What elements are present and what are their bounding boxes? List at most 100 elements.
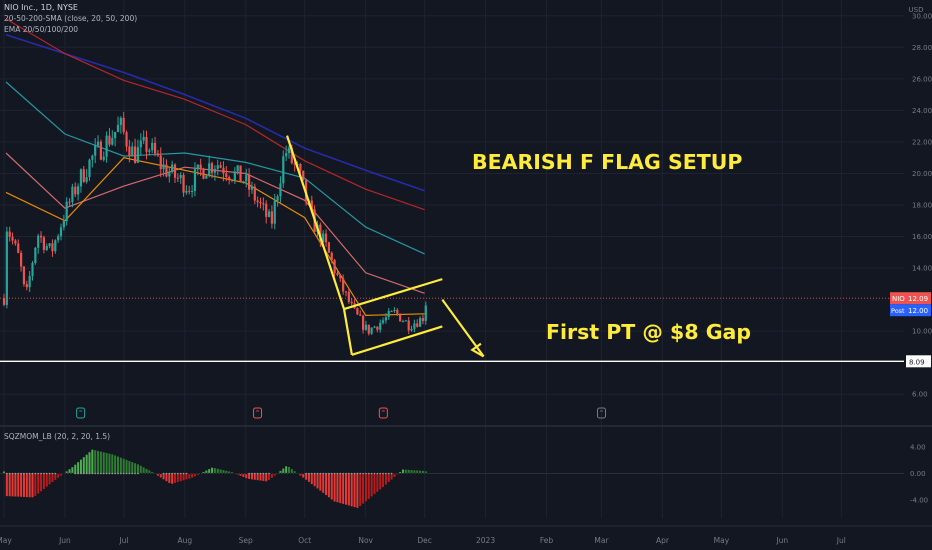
osc-bar-2 [8,473,11,497]
osc-tick-0: 4.00 [910,443,926,451]
earnings-marker-2[interactable] [378,407,388,419]
osc-bar-58 [168,473,171,483]
time-axis[interactable]: May Jun Jul Aug Sep Oct Nov Dec 2023 Feb Mar Apr May… [0,525,932,545]
squeeze-dot-39 [114,472,116,475]
osc-bar-119 [342,473,345,504]
osc-bar-22 [65,471,68,474]
candle-body-5 [17,243,20,253]
candle-body-147 [421,318,425,321]
squeeze-dot-128 [367,472,370,475]
squeeze-dot-136 [390,472,393,475]
osc-bar-31 [91,449,94,474]
squeeze-dot-97 [279,472,282,475]
candle-body-1 [5,231,8,305]
osc-bar-60 [173,473,176,483]
squeeze-dot-11 [34,472,37,475]
time-tick-9: Feb [540,536,554,545]
candle-body-14 [42,237,45,250]
squeeze-dot-121 [348,472,350,475]
osc-bar-76 [219,469,222,474]
osc-bar-20 [59,473,62,476]
squeeze-dot-117 [336,472,339,475]
candle-body-135 [387,311,390,318]
osc-bar-18 [54,473,57,480]
osc-bar-106 [305,473,308,480]
squeeze-dot-120 [345,472,347,475]
squeeze-dot-104 [299,472,302,475]
squeeze-dot-40 [117,472,119,475]
target-annotation[interactable]: First PT @ $8 Gap [546,320,751,344]
candle-body-104 [299,164,302,171]
post-badge-value: 12.00 [908,307,928,315]
squeeze-dot-52 [151,472,153,475]
osc-bar-73 [211,467,214,474]
candle-body-105 [302,170,305,180]
squeeze-dot-24 [71,472,74,475]
candle-body-134 [384,317,387,321]
squeeze-dot-28 [82,472,85,475]
candle-body-57 [165,164,168,177]
osc-bar-79 [228,471,231,474]
squeeze-dot-23 [68,472,71,475]
candle-body-79 [228,177,231,180]
osc-bar-15 [45,473,48,487]
earnings-marker-0[interactable] [76,407,86,419]
osc-bar-133 [382,473,385,488]
osc-bar-14 [42,473,45,489]
osc-bar-55 [159,473,162,478]
squeeze-dot-2 [8,472,11,475]
squeeze-dot-29 [85,472,88,475]
osc-bar-56 [162,473,165,480]
osc-bar-32 [94,450,97,474]
osc-bar-37 [108,453,111,474]
drawings[interactable] [285,135,485,358]
squeeze-dot-13 [40,472,42,475]
squeeze-dot-114 [328,472,330,475]
flag-bottom-line[interactable] [342,308,353,355]
squeeze-dot-109 [313,472,316,475]
squeeze-dot-0 [3,472,5,475]
osc-bar-98 [282,468,285,474]
earnings-markers[interactable] [76,407,607,419]
flagpole-line[interactable] [285,135,346,310]
osc-bar-57 [165,473,168,482]
target-arrow-head[interactable] [470,342,485,358]
candle-body-96 [276,196,279,201]
osc-bar-86 [248,473,251,479]
candle-body-58 [168,172,171,177]
ema-legend[interactable]: EMA 20/50/100/200 [4,25,79,34]
candle-body-3 [11,236,14,241]
time-tick-3: Aug [177,536,192,545]
squeeze-dot-135 [387,472,390,475]
flag-upper-line[interactable] [343,278,443,311]
candle-body-71 [205,175,208,179]
oscillator-legend[interactable]: SQZMOM_LB (20, 2, 20, 1.5) [4,432,111,441]
osc-bar-45 [131,462,134,474]
flag-lower-line[interactable] [351,325,443,356]
osc-bar-8 [25,473,28,498]
symbol-legend[interactable]: NIO Inc., 1D, NYSE [4,3,78,12]
squeeze-dot-50 [145,472,148,475]
candle-body-88 [253,186,256,201]
candle-body-29 [85,177,88,182]
candle-body-127 [364,324,368,330]
earnings-marker-3[interactable] [597,407,607,419]
candle-body-49 [142,136,145,141]
sma-legend[interactable]: 20-50-200-SMA (close, 20, 50, 200) [4,14,138,23]
candle-body-22 [65,201,68,222]
price-tick-1: 28.00 [912,44,932,52]
earnings-marker-1[interactable] [253,407,263,419]
candle-body-38 [111,138,114,145]
squeeze-dot-55 [159,472,162,475]
osc-bar-1 [5,473,8,497]
candle-body-102 [293,162,296,165]
setup-annotation[interactable]: BEARISH F FLAG SETUP [472,150,742,174]
price-tick-9: 10.00 [912,328,932,336]
osc-bar-135 [387,473,390,483]
squeeze-dot-1 [6,472,8,475]
time-tick-5: Oct [298,536,311,545]
candle-body-9 [28,275,31,288]
osc-bar-124 [356,473,359,508]
